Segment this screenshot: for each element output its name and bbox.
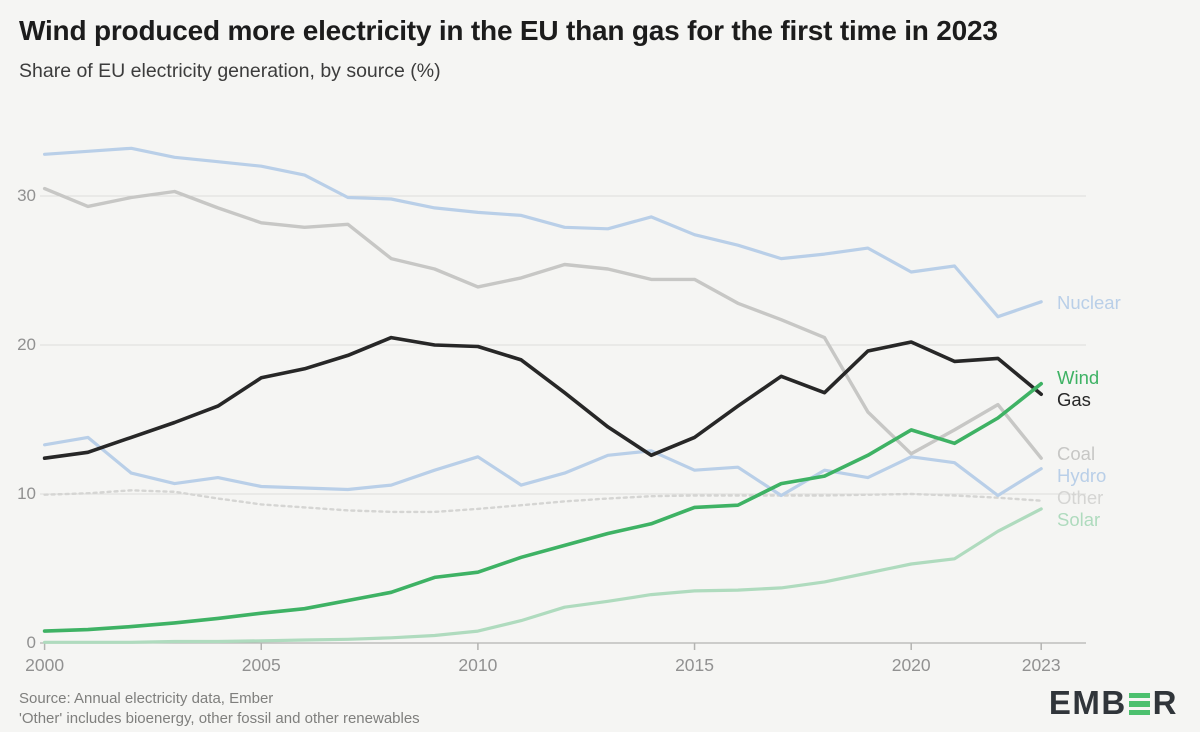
x-axis-label-2005: 2005 bbox=[241, 655, 281, 675]
y-axis-label-0: 0 bbox=[26, 633, 36, 652]
ember-logo: EMB R bbox=[1049, 684, 1178, 722]
series-line-solar bbox=[42, 507, 1043, 644]
series-line-wind bbox=[42, 381, 1043, 633]
ember-logo-bar bbox=[1128, 709, 1150, 715]
series-label-solar: Solar bbox=[1057, 508, 1101, 530]
series-line-hydro bbox=[42, 435, 1043, 498]
y-axis-label-30: 30 bbox=[17, 186, 36, 205]
series-line-other bbox=[43, 489, 1043, 514]
source-line-2: 'Other' includes bioenergy, other fossil… bbox=[19, 710, 420, 727]
series-label-hydro: Hydro bbox=[1057, 464, 1107, 486]
x-axis-label-2010: 2010 bbox=[458, 655, 498, 675]
series-line-coal bbox=[42, 186, 1043, 460]
source-line-1: Source: Annual electricity data, Ember bbox=[19, 690, 274, 707]
series-line-gas bbox=[42, 335, 1043, 461]
y-axis-label-20: 20 bbox=[17, 335, 36, 354]
series-label-gas: Gas bbox=[1057, 389, 1091, 411]
series-label-other: Other bbox=[1057, 486, 1104, 508]
series-line-nuclear bbox=[42, 146, 1043, 319]
series-label-wind: Wind bbox=[1057, 366, 1100, 388]
chart-title: Wind produced more electricity in the EU… bbox=[19, 15, 998, 46]
chart-subtitle: Share of EU electricity generation, by s… bbox=[19, 60, 441, 82]
ember-logo-bar bbox=[1128, 701, 1150, 707]
series-label-nuclear: Nuclear bbox=[1057, 291, 1121, 313]
ember-logo-text-right: R bbox=[1152, 684, 1178, 721]
ember-logo-bar bbox=[1128, 693, 1150, 699]
x-axis-label-2015: 2015 bbox=[675, 655, 715, 675]
x-axis-label-2020: 2020 bbox=[891, 655, 931, 675]
x-axis-label-2023: 2023 bbox=[1021, 655, 1061, 675]
series-label-coal: Coal bbox=[1057, 443, 1096, 465]
ember-logo-green-e-icon bbox=[1128, 692, 1150, 717]
x-axis-label-2000: 2000 bbox=[25, 655, 65, 675]
ember-logo-text-left: EMB bbox=[1048, 684, 1127, 721]
y-axis-label-10: 10 bbox=[17, 484, 36, 503]
